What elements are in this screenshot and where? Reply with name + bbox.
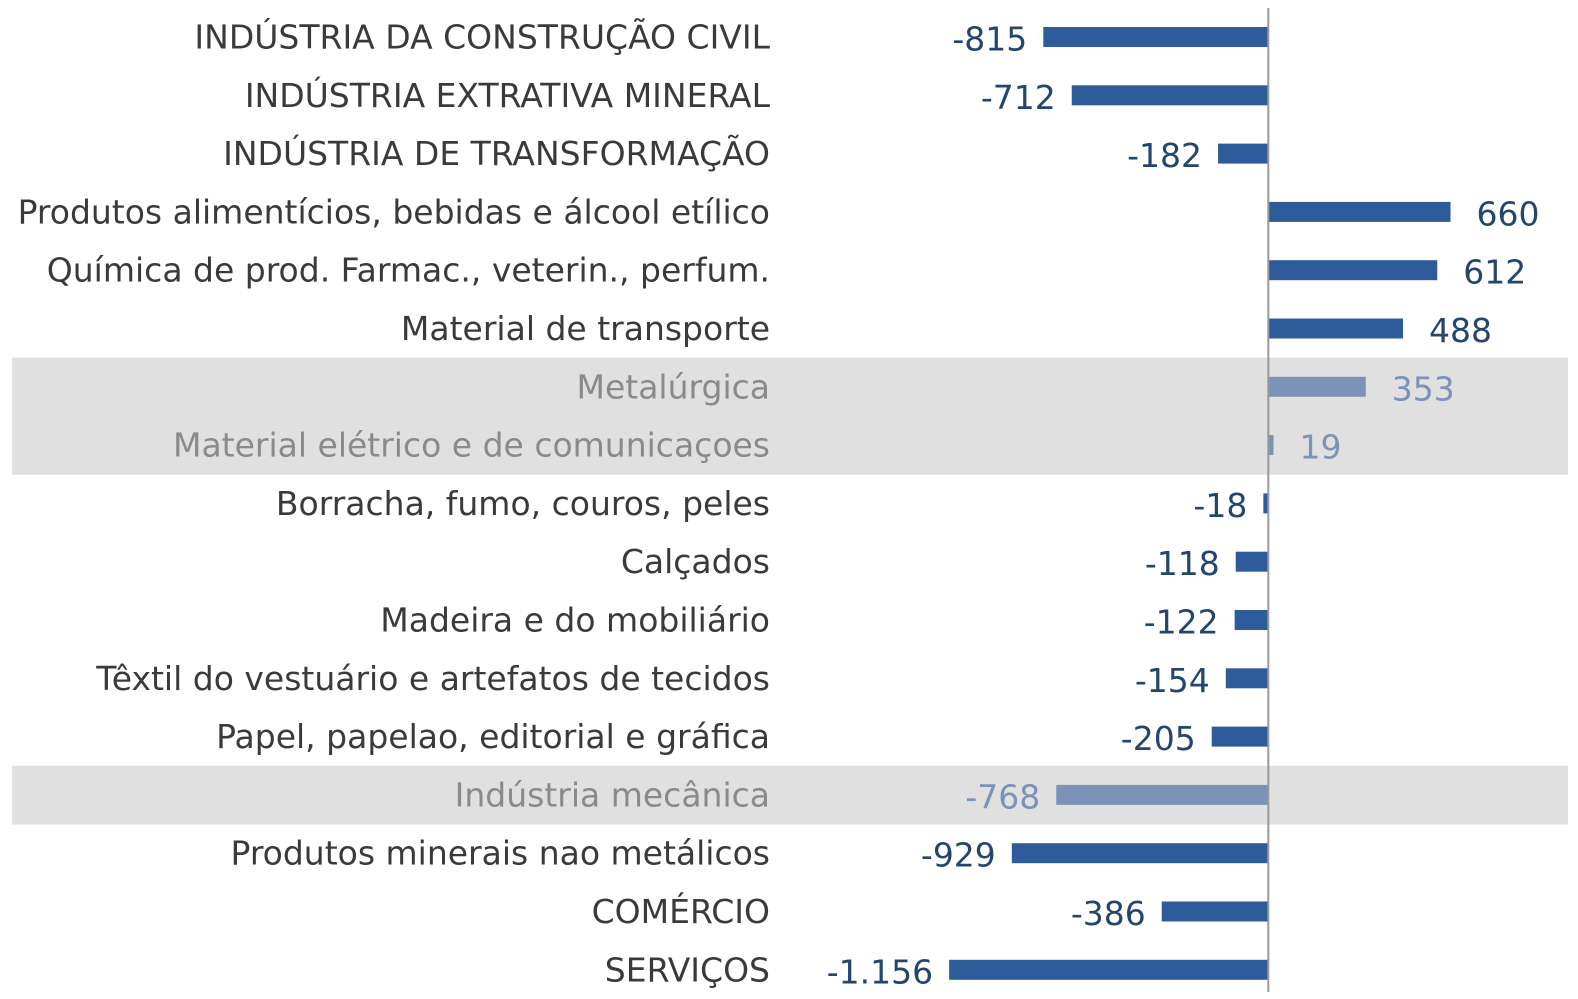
highlight-band (12, 415, 1568, 475)
bar (1234, 610, 1269, 630)
bar (1211, 726, 1269, 747)
value-label: -815 (952, 20, 1027, 59)
highlight-band (12, 765, 1568, 825)
category-label: Material de transporte (401, 309, 770, 348)
value-label: -182 (1127, 136, 1202, 175)
value-label: -929 (921, 836, 996, 875)
bar (1268, 376, 1366, 397)
bar (1263, 493, 1269, 514)
category-label: INDÚSTRIA DE TRANSFORMAÇÃO (223, 133, 770, 173)
category-label: Produtos alimentícios, bebidas e álcool … (18, 192, 770, 231)
value-label: -386 (1071, 894, 1146, 933)
bar (1071, 85, 1269, 106)
value-label: -154 (1135, 661, 1210, 700)
category-label: SERVIÇOS (605, 950, 770, 989)
category-label: Madeira e do mobiliário (380, 601, 770, 640)
bar (1056, 784, 1269, 805)
value-label: -205 (1121, 719, 1196, 758)
bar (1268, 435, 1274, 456)
bar (1011, 843, 1269, 864)
category-label: Material elétrico e de comunicaçoes (173, 426, 770, 465)
value-label: 488 (1429, 311, 1492, 350)
category-label: Borracha, fumo, couros, peles (276, 484, 770, 523)
category-label: INDÚSTRIA EXTRATIVA MINERAL (245, 75, 771, 115)
value-label: 19 (1300, 428, 1342, 467)
value-label: -118 (1145, 544, 1220, 583)
category-label: Indústria mecânica (455, 775, 770, 814)
category-label: Calçados (621, 542, 770, 581)
bar (1235, 551, 1269, 572)
bar (1268, 201, 1451, 222)
bar (1161, 901, 1269, 922)
category-label: Metalúrgica (577, 367, 771, 406)
category-label: Produtos minerais nao metálicos (231, 834, 771, 873)
value-label: -18 (1193, 486, 1247, 525)
bar (1225, 668, 1269, 689)
value-label: 353 (1392, 369, 1455, 408)
value-label: -768 (965, 777, 1040, 816)
bar (1268, 260, 1438, 281)
category-label: Papel, papelao, editorial e gráfica (216, 717, 770, 756)
bar (949, 959, 1269, 980)
value-label: 612 (1463, 253, 1526, 292)
value-label: 660 (1477, 194, 1540, 233)
bar (1218, 143, 1269, 164)
bar (1268, 318, 1404, 339)
category-label: INDÚSTRIA DA CONSTRUÇÃO CIVIL (194, 17, 770, 57)
category-label: Têxtil do vestuário e artefatos de tecid… (95, 659, 770, 698)
value-label: -712 (981, 78, 1056, 117)
category-label: COMÉRCIO (592, 891, 770, 931)
category-label: Química de prod. Farmac., veterin., perf… (47, 251, 770, 290)
bar (1043, 27, 1269, 47)
value-label: -1.156 (827, 952, 933, 991)
value-label: -122 (1144, 603, 1219, 642)
